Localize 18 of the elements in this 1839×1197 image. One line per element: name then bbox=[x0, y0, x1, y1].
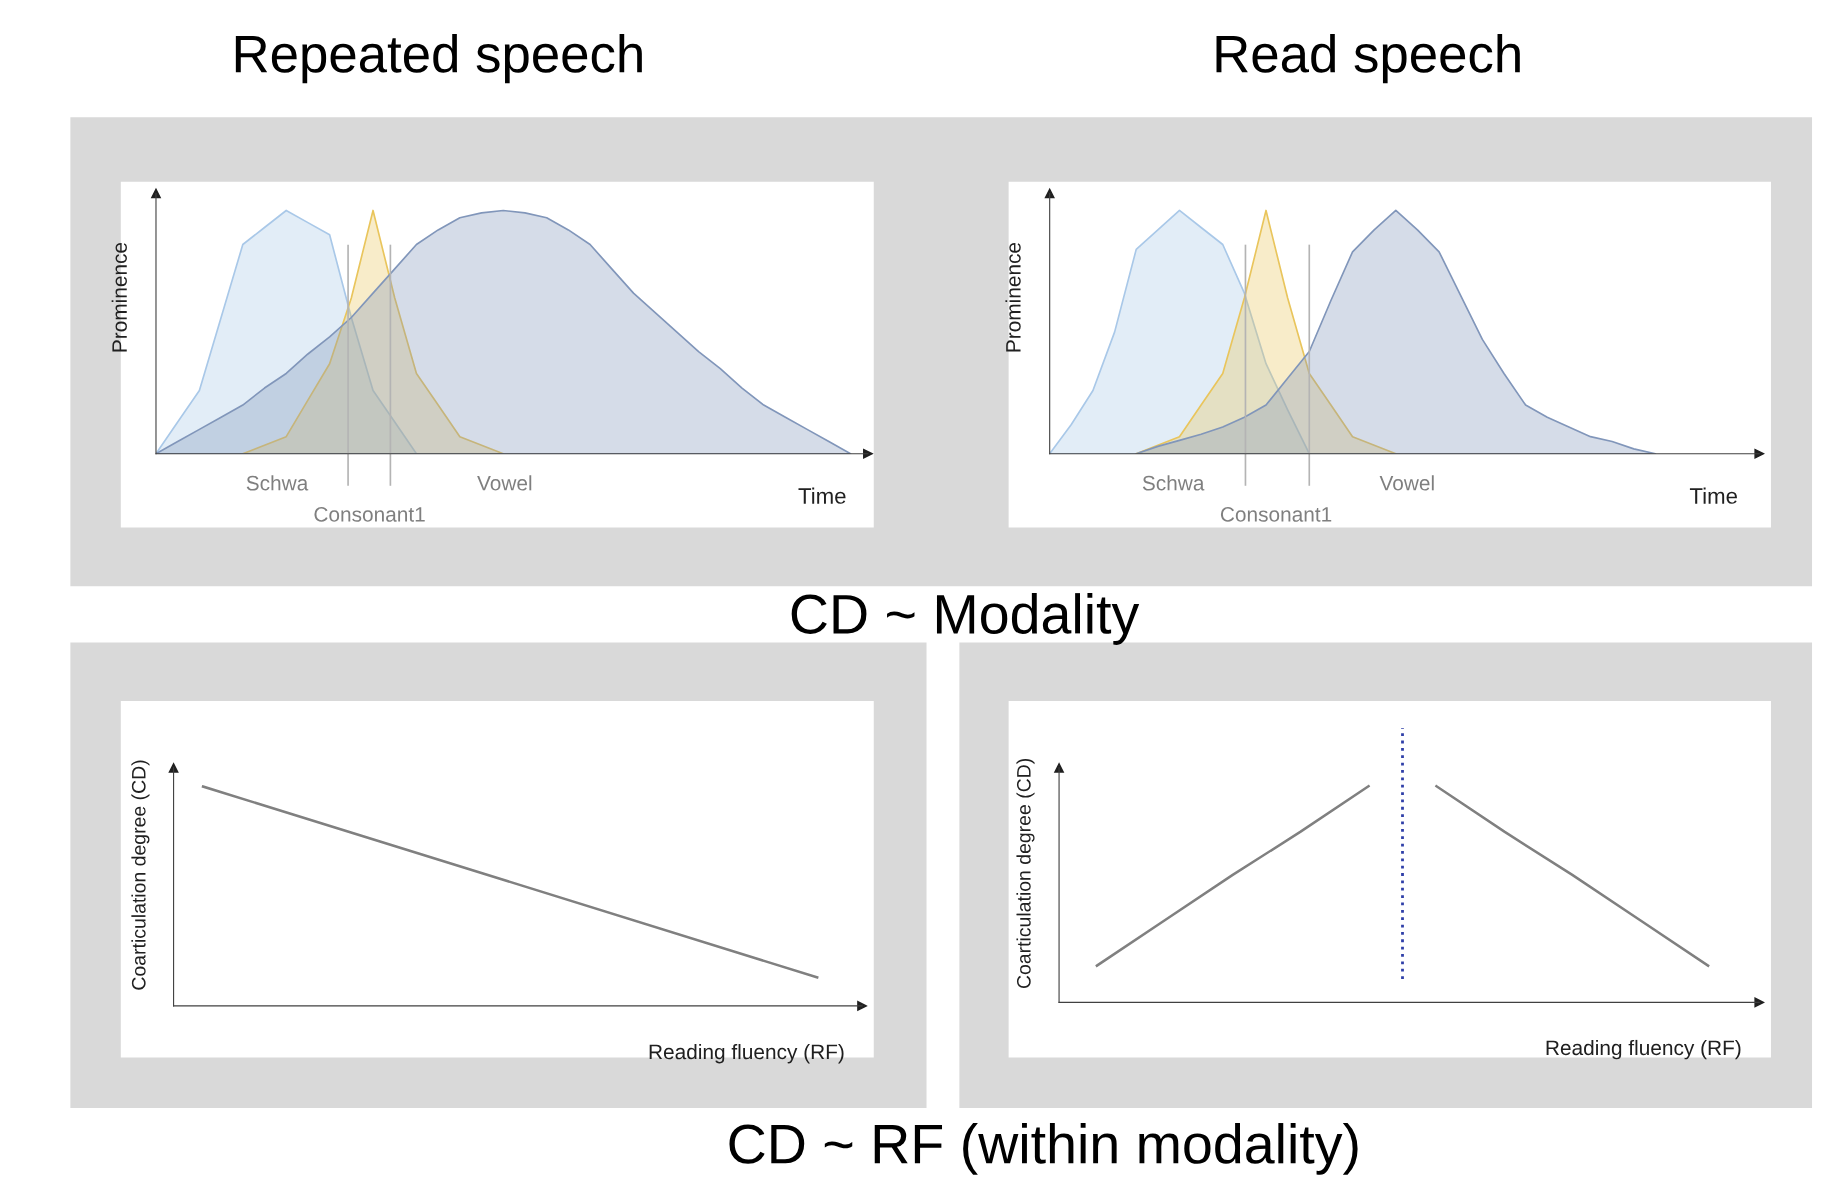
text: CD ~ Modality bbox=[791, 593, 1140, 645]
y-axis-title: Prominence bbox=[1005, 242, 1021, 352]
text: Vowel bbox=[1379, 475, 1434, 491]
text: Schwa bbox=[1142, 475, 1205, 491]
y-axis-title: Coarticulation degree (CD) bbox=[131, 760, 150, 990]
text: Consonant1 bbox=[1220, 507, 1332, 522]
y-axis-title: Prominence bbox=[111, 242, 127, 352]
text: Consonant1 bbox=[314, 507, 425, 522]
x-axis-title: Reading fluency (RF) bbox=[649, 1043, 844, 1064]
y-axis-title: Coarticulation degree (CD) bbox=[1016, 758, 1035, 989]
x-axis-title: Reading fluency (RF) bbox=[1546, 1039, 1741, 1060]
chart-title: Read speech bbox=[1216, 34, 1520, 84]
chart-title: Repeated speech bbox=[235, 34, 642, 84]
text: Vowel bbox=[477, 475, 532, 491]
text: Schwa bbox=[246, 475, 309, 491]
x-axis-title: Time bbox=[1689, 487, 1737, 504]
x-axis-title: Time bbox=[798, 487, 846, 504]
text: CD ~ RF (within modality) bbox=[729, 1123, 1358, 1175]
